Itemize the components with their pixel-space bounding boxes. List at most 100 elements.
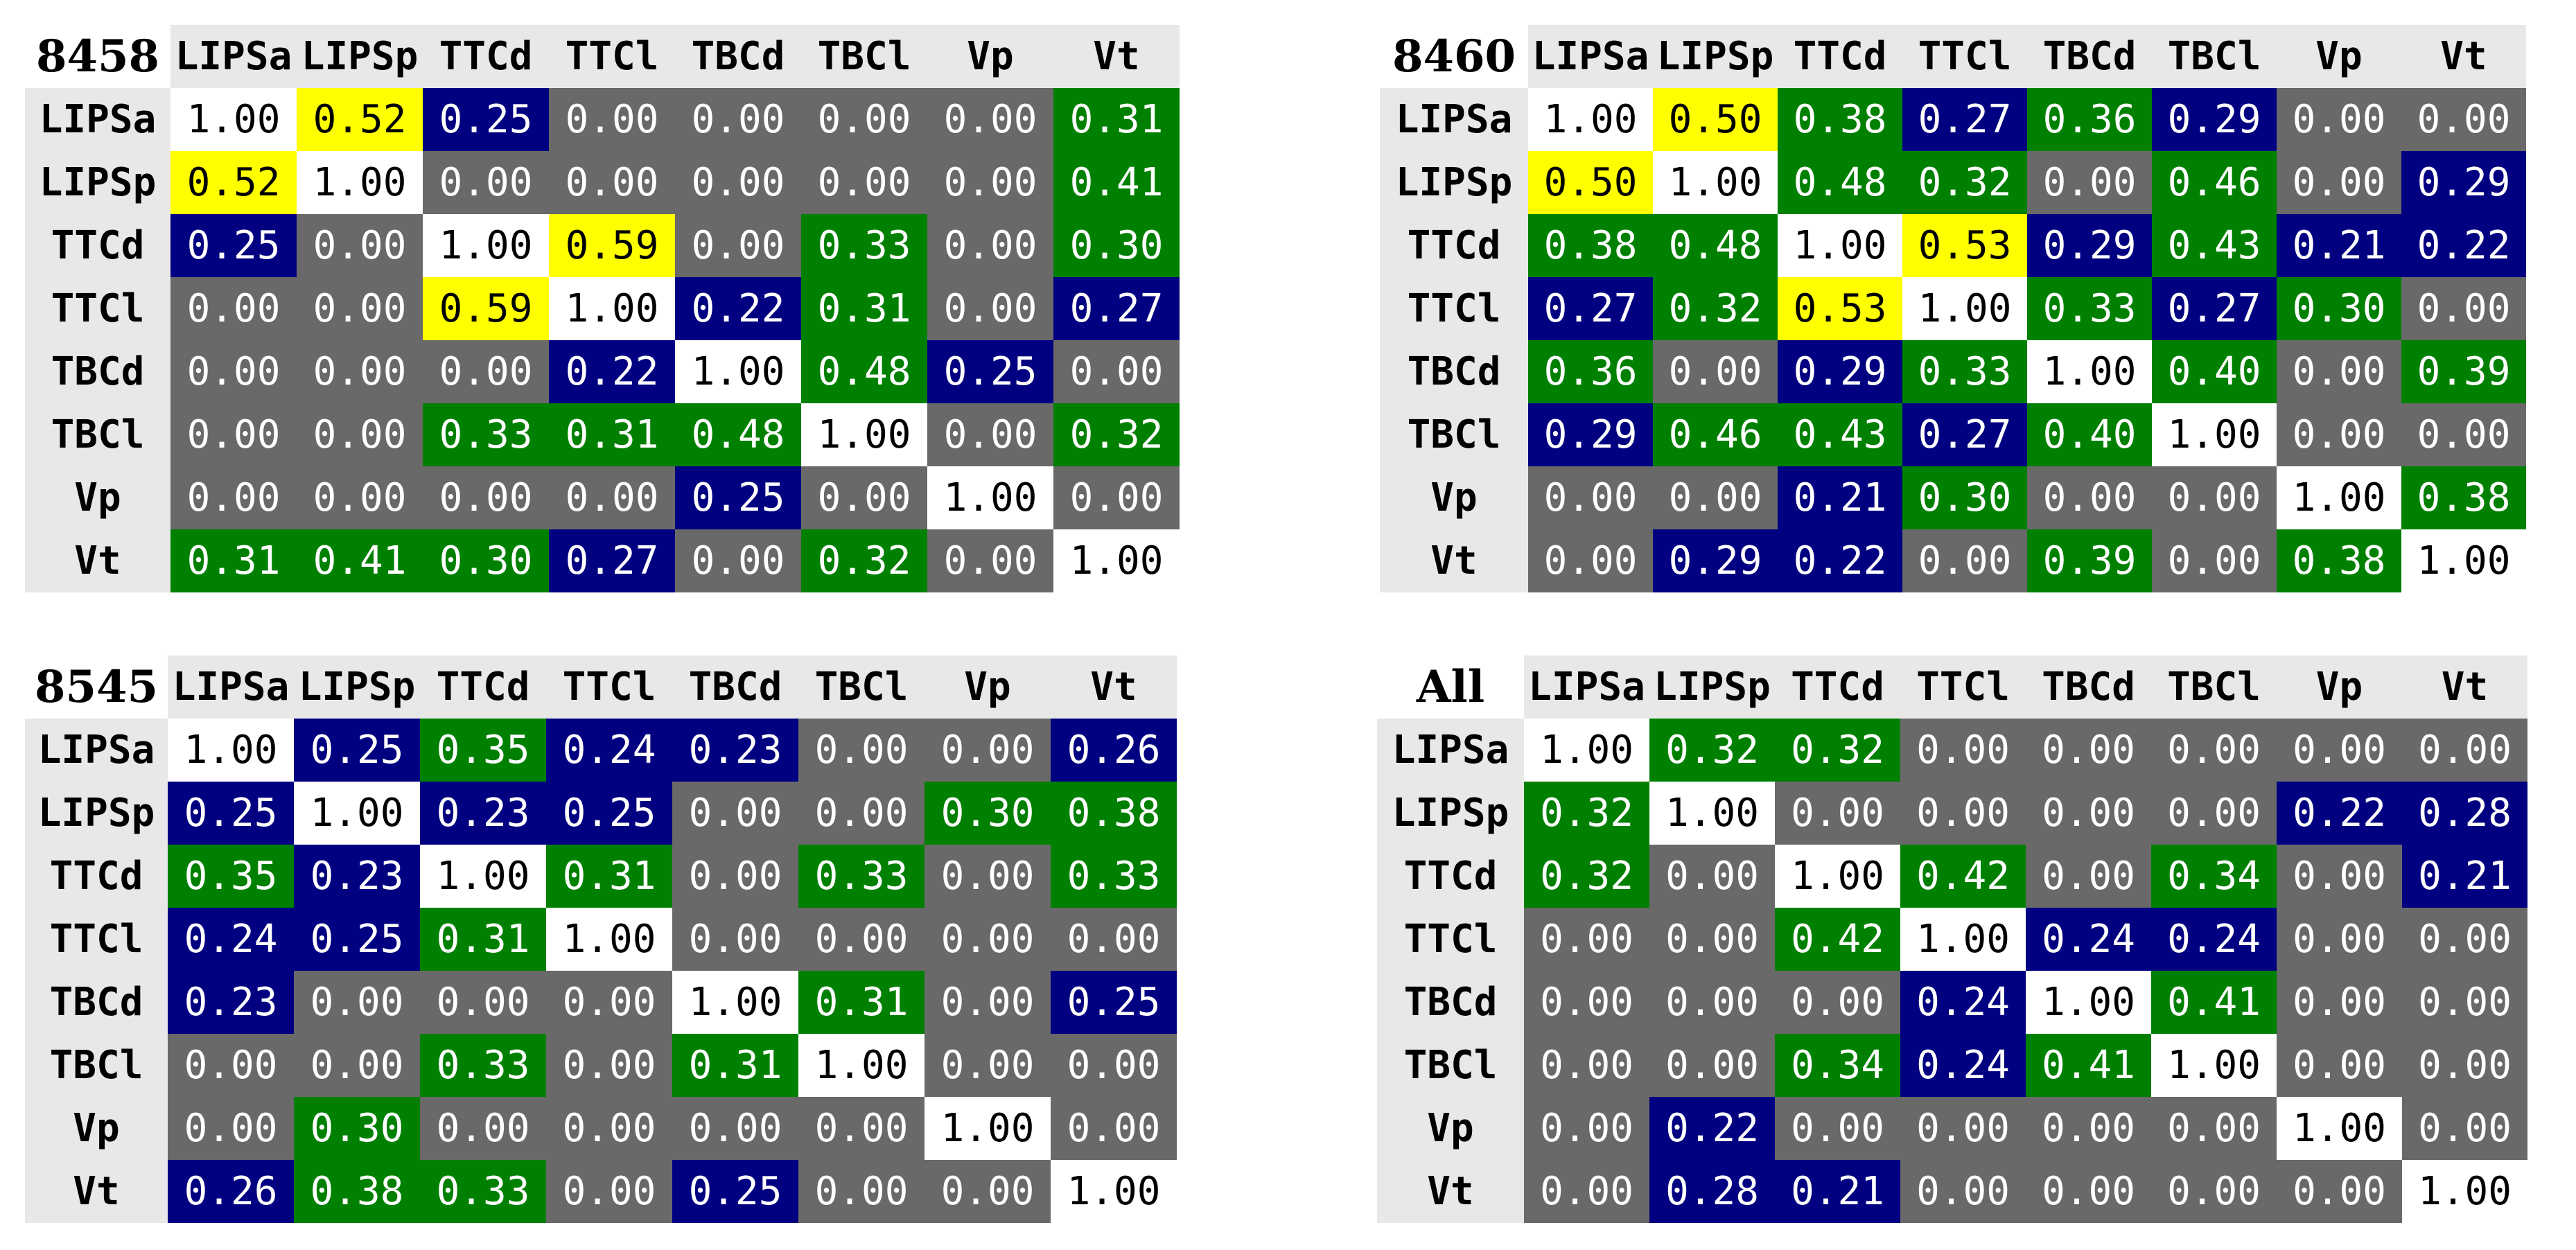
heatmap-cell: 0.24 (1900, 1034, 2026, 1097)
heatmap-cell: 1.00 (1900, 908, 2026, 971)
heatmap-cell: 0.00 (1524, 1034, 1649, 1097)
matrix-row: TBCd 0.23 0.00 0.00 0.00 1.00 0.31 0.00 0.25 (25, 971, 1177, 1034)
matrix-row: Vp 0.00 0.00 0.00 0.00 0.25 0.00 1.00 0.00 (25, 466, 1180, 529)
heatmap-cell: 0.32 (1902, 151, 2027, 214)
heatmap-cell: 0.33 (423, 403, 549, 466)
heatmap-cell: 0.53 (1902, 214, 2027, 277)
row-label: TTCd (1377, 845, 1524, 908)
heatmap-1: 8460 LIPSa LIPSp TTCd TTCl TBCd TBCl Vp Vt LIPSa 1… (1380, 25, 2526, 592)
heatmap-cell: 0.00 (2277, 845, 2402, 908)
row-label: LIPSa (1377, 719, 1524, 782)
row-label: Vt (1380, 529, 1528, 592)
row-label: TBCl (1380, 403, 1528, 466)
heatmap-cell: 1.00 (798, 1034, 925, 1097)
matrix-row: TBCd 0.00 0.00 0.00 0.22 1.00 0.48 0.25 0.00 (25, 340, 1180, 403)
heatmap-cell: 0.34 (1775, 1034, 1900, 1097)
heatmap-cell: 0.00 (1653, 466, 1778, 529)
heatmap-cell: 0.00 (1524, 971, 1649, 1034)
heatmap-cell: 0.00 (927, 403, 1053, 466)
heatmap-cell: 0.00 (1051, 908, 1177, 971)
heatmap-cell: 0.26 (168, 1160, 294, 1223)
matrix-row: TTCl 0.00 0.00 0.42 1.00 0.24 0.24 0.00 0.00 (1377, 908, 2527, 971)
heatmap-cell: 0.00 (294, 971, 420, 1034)
heatmap-cell: 0.00 (2401, 277, 2526, 340)
heatmap-cell: 0.00 (1902, 529, 2027, 592)
heatmap-cell: 0.27 (1902, 88, 2027, 151)
matrix-row: TBCd 0.00 0.00 0.00 0.24 1.00 0.41 0.00 0.00 (1377, 971, 2527, 1034)
heatmap-cell: 0.00 (2026, 782, 2151, 845)
heatmap-cell: 0.36 (2027, 88, 2152, 151)
heatmap-cell: 0.35 (420, 719, 546, 782)
matrix-row: LIPSp 0.25 1.00 0.23 0.25 0.00 0.00 0.30 0.38 (25, 782, 1177, 845)
heatmap-cell: 1.00 (2026, 971, 2151, 1034)
heatmap-cell: 0.00 (1775, 971, 1900, 1034)
heatmap-cell: 0.00 (1524, 908, 1649, 971)
row-label: Vp (1377, 1097, 1524, 1160)
heatmap-cell: 0.00 (2402, 1097, 2527, 1160)
heatmap-cell: 0.00 (2277, 908, 2402, 971)
heatmap-cell: 0.00 (297, 340, 423, 403)
heatmap-cell: 0.00 (925, 845, 1051, 908)
heatmap-cell: 0.00 (675, 151, 801, 214)
heatmap-cell: 0.00 (672, 782, 798, 845)
heatmap-cell: 1.00 (801, 403, 927, 466)
heatmap-cell: 0.00 (2277, 403, 2401, 466)
heatmap-cell: 0.00 (675, 214, 801, 277)
row-label: LIPSp (1377, 782, 1524, 845)
heatmap-cell: 0.00 (2277, 88, 2401, 151)
heatmap-cell: 0.31 (420, 908, 546, 971)
heatmap-cell: 1.00 (2402, 1160, 2527, 1223)
row-label: TTCl (25, 908, 168, 971)
heatmap-cell: 1.00 (1778, 214, 1902, 277)
heatmap-2: 8545 LIPSa LIPSp TTCd TTCl TBCd TBCl Vp Vt LIPSa 1… (25, 655, 1177, 1223)
heatmap-cell: 0.24 (2151, 908, 2277, 971)
heatmap-cell: 0.38 (2277, 529, 2401, 592)
heatmap-cell: 0.21 (1775, 1160, 1900, 1223)
heatmap-cell: 0.00 (672, 908, 798, 971)
heatmap-cell: 0.00 (168, 1097, 294, 1160)
heatmap-cell: 0.00 (420, 1097, 546, 1160)
heatmap-cell: 0.33 (420, 1160, 546, 1223)
heatmap-cell: 0.29 (1528, 403, 1653, 466)
heatmap-cell: 0.00 (297, 466, 423, 529)
heatmap-cell: 0.00 (2277, 1160, 2402, 1223)
heatmap-cell: 1.00 (1528, 88, 1653, 151)
heatmap-cell: 0.50 (1653, 88, 1778, 151)
column-label: TTCl (549, 25, 675, 88)
column-label: TBCd (2027, 25, 2152, 88)
heatmap-cell: 0.31 (801, 277, 927, 340)
heatmap-cell: 0.33 (1902, 340, 2027, 403)
heatmap-cell: 0.25 (168, 782, 294, 845)
matrix-title: 8545 (25, 655, 168, 719)
heatmap-cell: 0.23 (168, 971, 294, 1034)
heatmap-cell: 0.30 (1053, 214, 1180, 277)
row-label: TTCd (25, 845, 168, 908)
heatmap-cell: 0.00 (672, 845, 798, 908)
heatmap-cell: 0.41 (297, 529, 423, 592)
heatmap-cell: 0.00 (1649, 1034, 1775, 1097)
heatmap-cell: 0.21 (2277, 214, 2401, 277)
heatmap-cell: 0.41 (1053, 151, 1180, 214)
row-label: LIPSp (25, 782, 168, 845)
heatmap-cell: 0.24 (546, 719, 672, 782)
heatmap-cell: 0.00 (798, 1160, 925, 1223)
heatmap-cell: 0.30 (1902, 466, 2027, 529)
column-label: TBCl (798, 655, 925, 719)
heatmap-cell: 0.48 (675, 403, 801, 466)
heatmap-cell: 0.00 (423, 151, 549, 214)
heatmap-cell: 0.31 (798, 971, 925, 1034)
heatmap-cell: 0.30 (2277, 277, 2401, 340)
heatmap-cell: 0.39 (2401, 340, 2526, 403)
heatmap-cell: 0.00 (2026, 1160, 2151, 1223)
heatmap-cell: 0.39 (2027, 529, 2152, 592)
heatmap-cell: 1.00 (1053, 529, 1180, 592)
heatmap-cell: 1.00 (2027, 340, 2152, 403)
heatmap-cell: 0.00 (927, 214, 1053, 277)
matrix-row: TTCl 0.27 0.32 0.53 1.00 0.33 0.27 0.30 0.00 (1380, 277, 2526, 340)
heatmap-cell: 1.00 (423, 214, 549, 277)
heatmap-cell: 0.48 (801, 340, 927, 403)
heatmap-cell: 0.00 (1775, 782, 1900, 845)
heatmap-cell: 0.00 (1524, 1160, 1649, 1223)
heatmap-cell: 0.27 (2152, 277, 2277, 340)
